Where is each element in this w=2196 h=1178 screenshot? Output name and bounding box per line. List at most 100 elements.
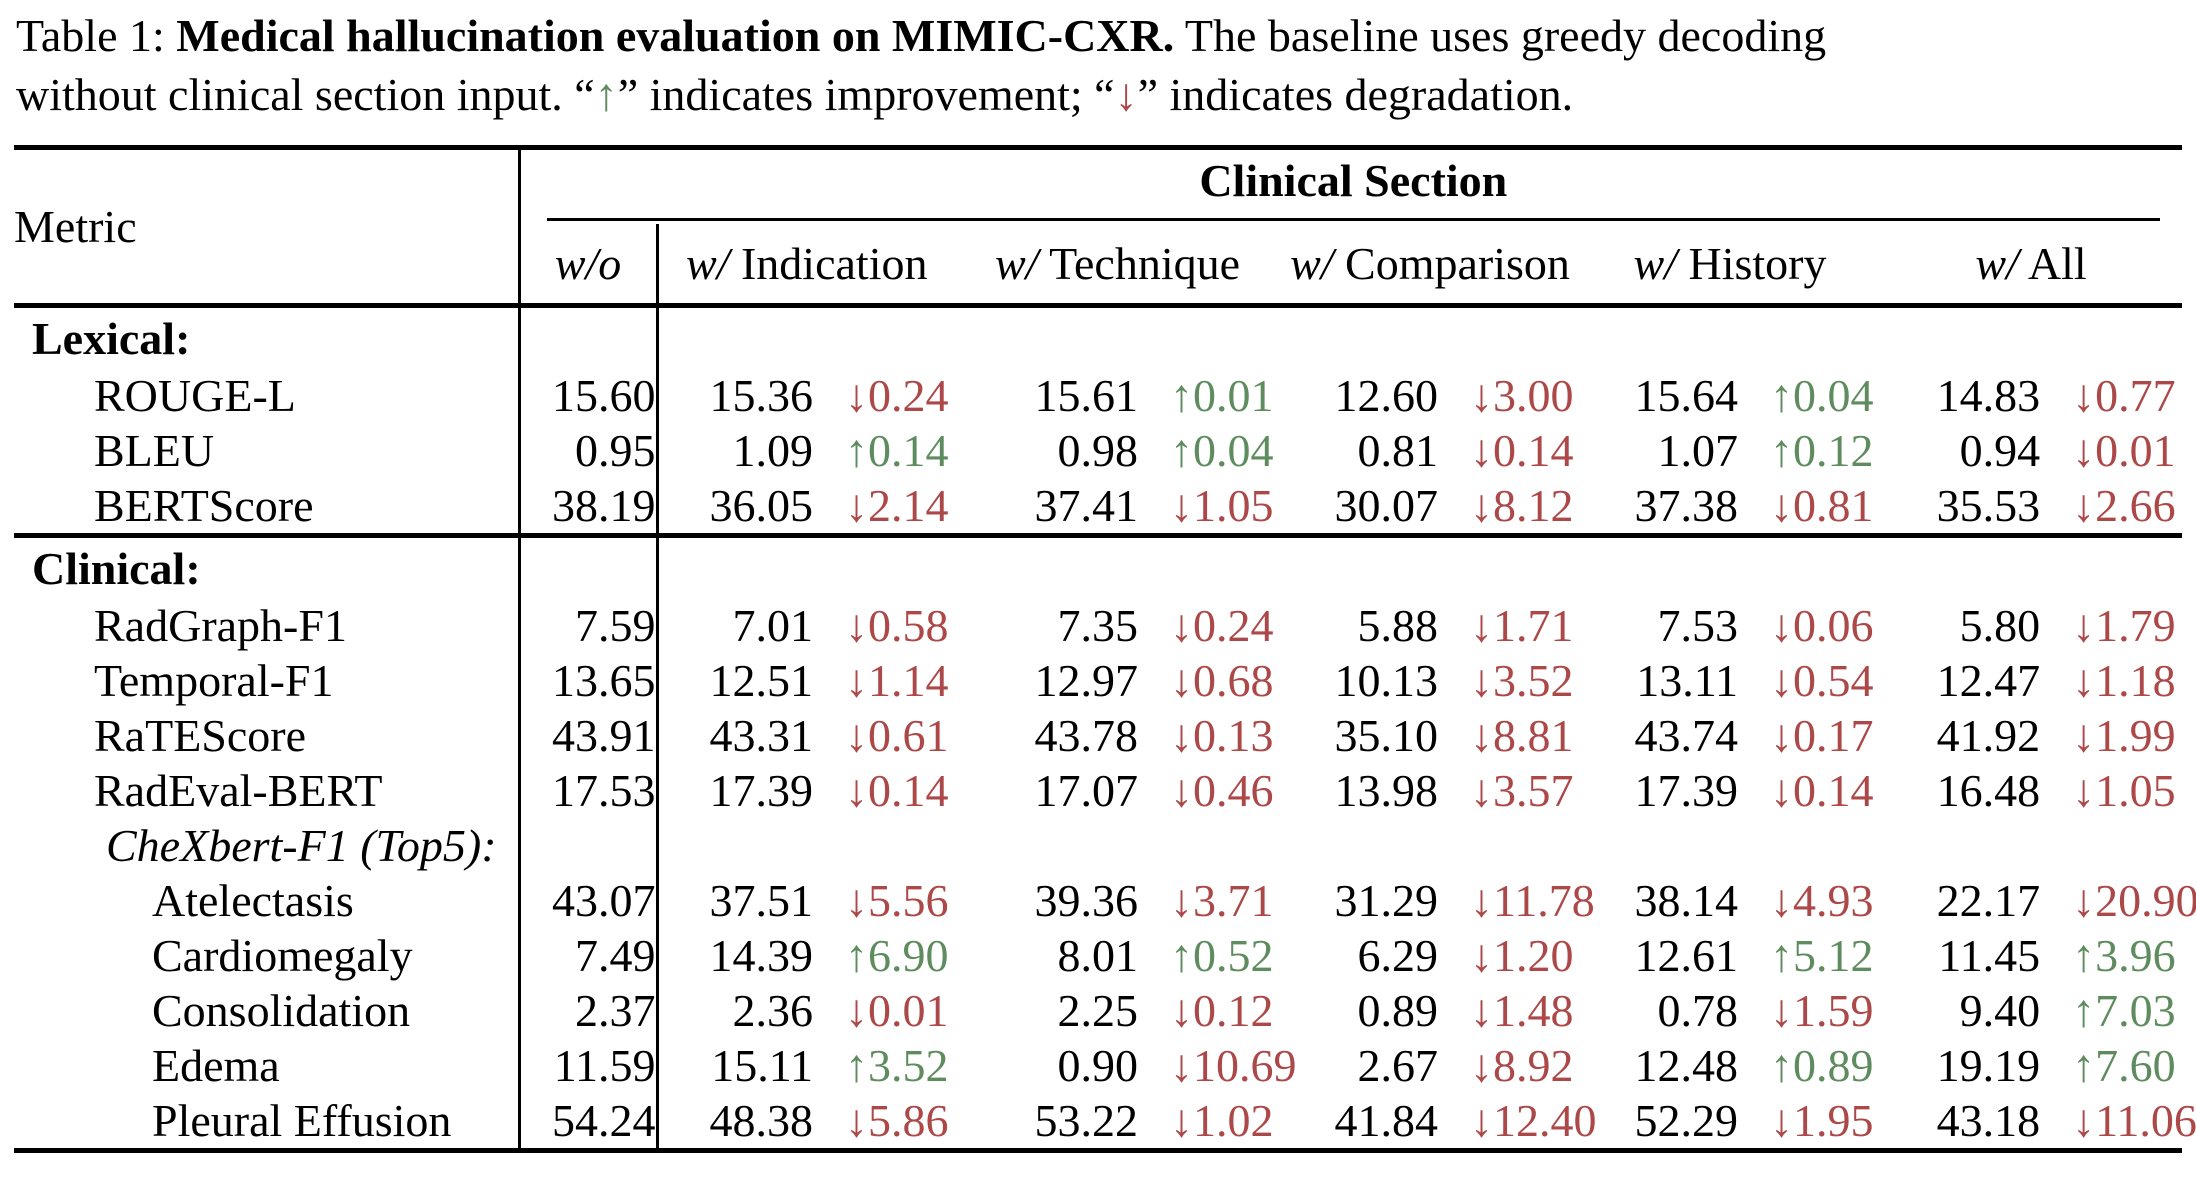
- metric-cell: Temporal-F1: [14, 653, 521, 708]
- value-cell: 39.36 ↓3.71: [955, 873, 1280, 928]
- value-delta-pair: 15.61 ↑0.01: [955, 369, 1280, 422]
- value-cell: 30.07 ↓8.12: [1280, 478, 1580, 536]
- down-arrow-icon: ↓: [845, 1095, 868, 1146]
- metric-cell: RadEval-BERT: [14, 763, 521, 818]
- column-header-label: Technique: [1038, 238, 1241, 289]
- value-delta-pair: 43.74 ↓0.17: [1580, 709, 1880, 762]
- value-cell: [657, 533, 955, 598]
- value-cell: [955, 306, 1280, 369]
- value: 41.84: [1334, 1095, 1439, 1146]
- value-cell: 36.05 ↓2.14: [657, 478, 955, 536]
- submetric-row: Pleural Effusion 54.24 48.38 ↓5.86 53.22 ↓1.0…: [14, 1093, 2196, 1151]
- down-arrow-icon: ↓: [2072, 425, 2096, 476]
- value-cell: [657, 306, 955, 369]
- column-header-technique: w/ Technique: [955, 224, 1280, 308]
- delta-value: 0.14: [1793, 765, 1874, 816]
- delta-value: 10.69: [1193, 1040, 1297, 1091]
- value-cell: 10.13 ↓3.52: [1280, 653, 1580, 708]
- metric-cell: BERTScore: [14, 478, 521, 536]
- up-arrow-icon: ↑: [845, 425, 868, 476]
- up-arrow-icon: ↑: [845, 1040, 868, 1091]
- delta-up: ↑0.01: [1138, 369, 1280, 422]
- metric-cell: Pleural Effusion: [14, 1093, 521, 1151]
- delta-down: ↓3.00: [1438, 369, 1580, 422]
- delta-value: 1.48: [1493, 985, 1574, 1036]
- value-cell: [1880, 306, 2182, 369]
- value-delta-pair: 12.60 ↓3.00: [1280, 369, 1580, 422]
- value-cell: 5.80 ↓1.79: [1880, 598, 2182, 653]
- value-delta-pair: 7.35 ↓0.24: [955, 599, 1280, 652]
- delta-down: ↓3.71: [1138, 874, 1280, 927]
- value: 0.89: [1357, 985, 1439, 1036]
- down-arrow-icon: ↓: [1170, 710, 1193, 761]
- down-arrow-icon: ↓: [845, 875, 868, 926]
- value: 0.78: [1657, 985, 1739, 1036]
- value-delta-pair: 19.19 ↑7.60: [1880, 1039, 2182, 1092]
- section-row: Lexical:: [14, 305, 2182, 369]
- delta-value: 3.52: [1493, 655, 1574, 706]
- delta-down: ↓1.95: [1738, 1094, 1880, 1147]
- table-body: Lexical: ROUGE-L 15.60 15.36 ↓0.24 15.61 ↑0.01…: [14, 305, 2196, 1151]
- value-delta-pair: 17.39 ↓0.14: [659, 764, 956, 817]
- delta-up: ↑6.90: [813, 929, 955, 982]
- delta-down: ↓1.18: [2040, 654, 2182, 707]
- value-cell: 7.01 ↓0.58: [657, 598, 955, 653]
- column-header-label: Indication: [729, 238, 928, 289]
- delta-down: ↓0.46: [1138, 764, 1280, 817]
- delta-value: 1.05: [1193, 480, 1274, 531]
- baseline-cell: 11.59: [519, 1038, 659, 1093]
- baseline-cell: 7.59: [519, 598, 659, 653]
- delta-down: ↓0.01: [813, 984, 955, 1037]
- down-arrow-icon: ↓: [845, 600, 868, 651]
- value-cell: [1580, 306, 1880, 369]
- delta-value: 8.12: [1493, 480, 1574, 531]
- delta-up: ↑7.03: [2040, 984, 2182, 1037]
- metric-cell: Consolidation: [14, 983, 521, 1038]
- down-arrow-icon: ↓: [1114, 69, 1138, 120]
- value-cell: 38.14 ↓4.93: [1580, 873, 1880, 928]
- delta-down: ↓0.58: [813, 599, 955, 652]
- caption-text-3: ” indicates improvement; “: [617, 69, 1115, 120]
- value-delta-pair: 14.39 ↑6.90: [659, 929, 956, 982]
- value: 35.10: [1334, 710, 1439, 761]
- value: 37.51: [709, 875, 814, 926]
- delta-value: 1.14: [868, 655, 949, 706]
- table-caption: Table 1: Medical hallucination evaluatio…: [16, 6, 2182, 124]
- value-delta-pair: 52.29 ↓1.95: [1580, 1094, 1880, 1147]
- value-cell: 43.78 ↓0.13: [955, 708, 1280, 763]
- value-cell: 0.81 ↓0.14: [1280, 423, 1580, 478]
- delta-value: 0.24: [1193, 600, 1274, 651]
- value: 48.38: [709, 1095, 814, 1146]
- value: 38.14: [1634, 875, 1739, 926]
- delta-value: 1.95: [1793, 1095, 1874, 1146]
- down-arrow-icon: ↓: [1470, 985, 1493, 1036]
- delta-value: 2.14: [868, 480, 949, 531]
- delta-down: ↓2.66: [2040, 479, 2182, 532]
- value-cell: 37.41 ↓1.05: [955, 478, 1280, 536]
- value-delta-pair: 9.40 ↑7.03: [1880, 984, 2182, 1037]
- value: 12.51: [709, 655, 814, 706]
- delta-value: 0.14: [868, 765, 949, 816]
- down-arrow-icon: ↓: [845, 765, 868, 816]
- up-arrow-icon: ↑: [1170, 930, 1193, 981]
- value: 12.48: [1634, 1040, 1739, 1091]
- value-delta-pair: 15.64 ↑0.04: [1580, 369, 1880, 422]
- value-delta-pair: 38.14 ↓4.93: [1580, 874, 1880, 927]
- down-arrow-icon: ↓: [1770, 710, 1793, 761]
- column-header-prefix: w/: [994, 238, 1039, 289]
- baseline-cell: [519, 305, 659, 368]
- delta-up: ↑0.04: [1738, 369, 1880, 422]
- value: 0.98: [1057, 425, 1139, 476]
- down-arrow-icon: ↓: [845, 370, 868, 421]
- value-delta-pair: 12.51 ↓1.14: [659, 654, 956, 707]
- delta-value: 7.03: [2095, 985, 2176, 1036]
- value: 17.07: [1034, 765, 1139, 816]
- down-arrow-icon: ↓: [1170, 480, 1193, 531]
- value-cell: [1280, 306, 1580, 369]
- column-header-label: History: [1676, 238, 1827, 289]
- value-cell: 43.31 ↓0.61: [657, 708, 955, 763]
- metric-cell: Clinical:: [14, 533, 521, 598]
- value: 12.97: [1034, 655, 1139, 706]
- value-delta-pair: 35.10 ↓8.81: [1280, 709, 1580, 762]
- subsection-row: CheXbert-F1 (Top5):: [14, 818, 2182, 873]
